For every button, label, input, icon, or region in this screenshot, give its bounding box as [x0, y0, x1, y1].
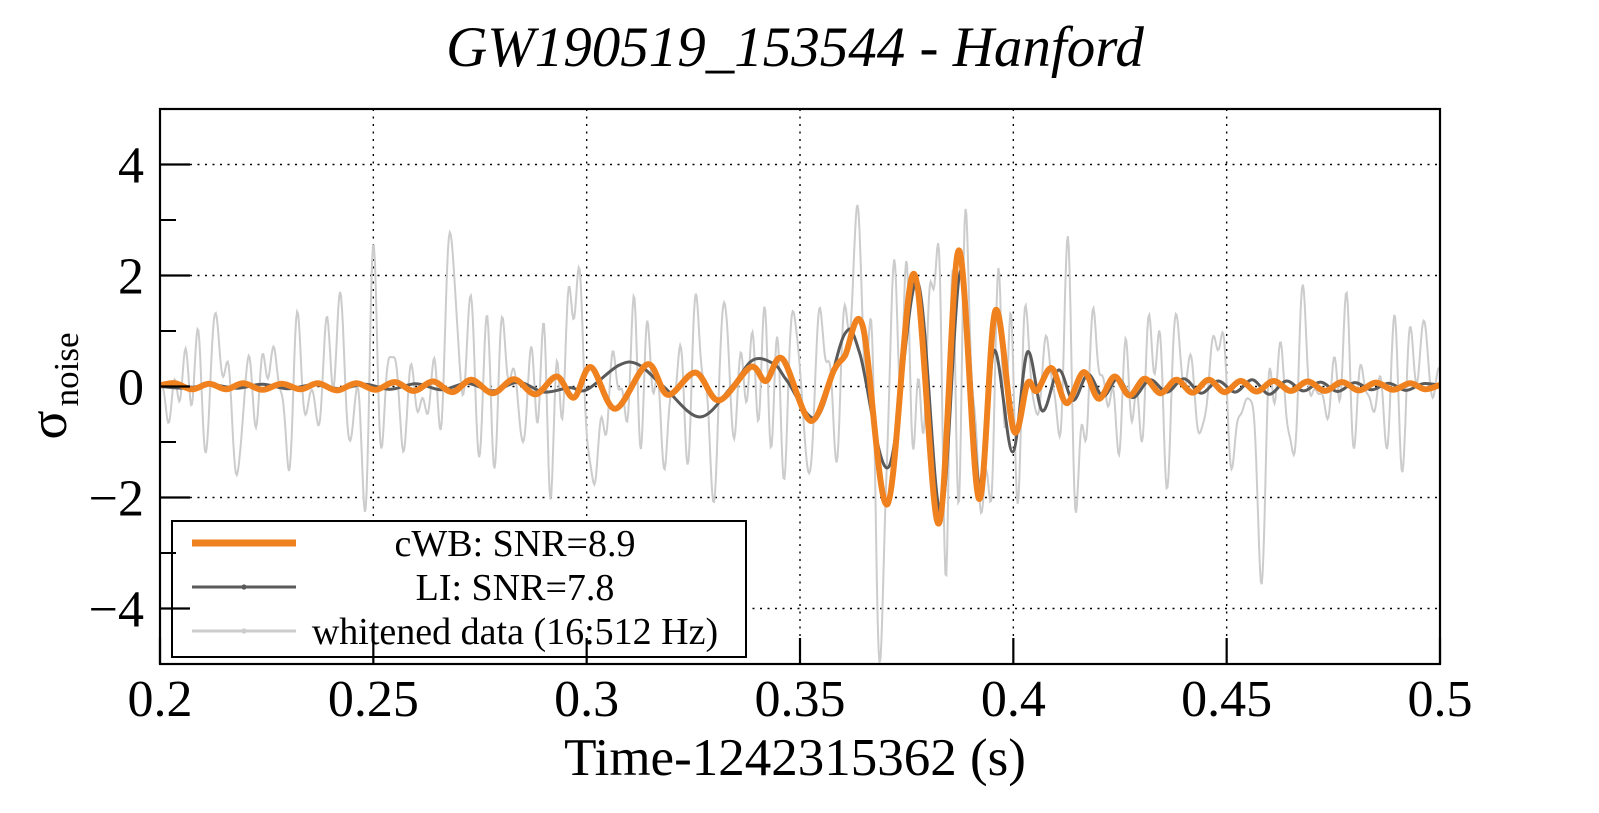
- legend-label: cWB: SNR=8.9: [395, 523, 636, 565]
- sigma-subscript: noise: [47, 333, 86, 407]
- x-tick-label: 0.25: [328, 671, 419, 728]
- x-tick-label: 0.35: [755, 671, 846, 728]
- y-tick-label: −4: [89, 582, 144, 639]
- legend-point-sample: [241, 584, 247, 590]
- series-lines: [160, 204, 1440, 663]
- y-tick-label: 4: [118, 138, 144, 195]
- legend-label: LI: SNR=7.8: [416, 567, 615, 609]
- x-tick-label: 0.3: [554, 671, 619, 728]
- legend-label: whitened data (16:512 Hz): [312, 611, 718, 653]
- legend-entry: whitened data (16:512 Hz): [192, 611, 718, 653]
- sigma-symbol: σ: [18, 410, 78, 439]
- x-tick-label: 0.5: [1408, 671, 1473, 728]
- x-tick-label: 0.2: [128, 671, 193, 728]
- legend-entry: LI: SNR=7.8: [192, 567, 614, 609]
- legend-point-sample: [241, 540, 247, 546]
- x-tick-label: 0.4: [981, 671, 1046, 728]
- y-tick-label: 0: [118, 360, 144, 417]
- y-tick-label: −2: [89, 471, 144, 528]
- cwb-waveform-line: [160, 247, 1440, 527]
- y-tick-label: 2: [118, 249, 144, 306]
- legend-point-sample: [241, 628, 247, 634]
- axes-frame: [158, 107, 1442, 666]
- x-axis-label: Time-1242315362 (s): [564, 729, 1026, 787]
- tick-labels: 4 2 0 −2 −4 0.2 0.25 0.3 0.35 0.4 0.45 0.5: [89, 138, 1473, 729]
- legend-entry: cWB: SNR=8.9: [192, 523, 636, 565]
- chart-title: GW190519_153544 - Hanford: [446, 16, 1144, 79]
- y-axis-label: σ noise: [18, 333, 86, 440]
- x-tick-label: 0.45: [1181, 671, 1272, 728]
